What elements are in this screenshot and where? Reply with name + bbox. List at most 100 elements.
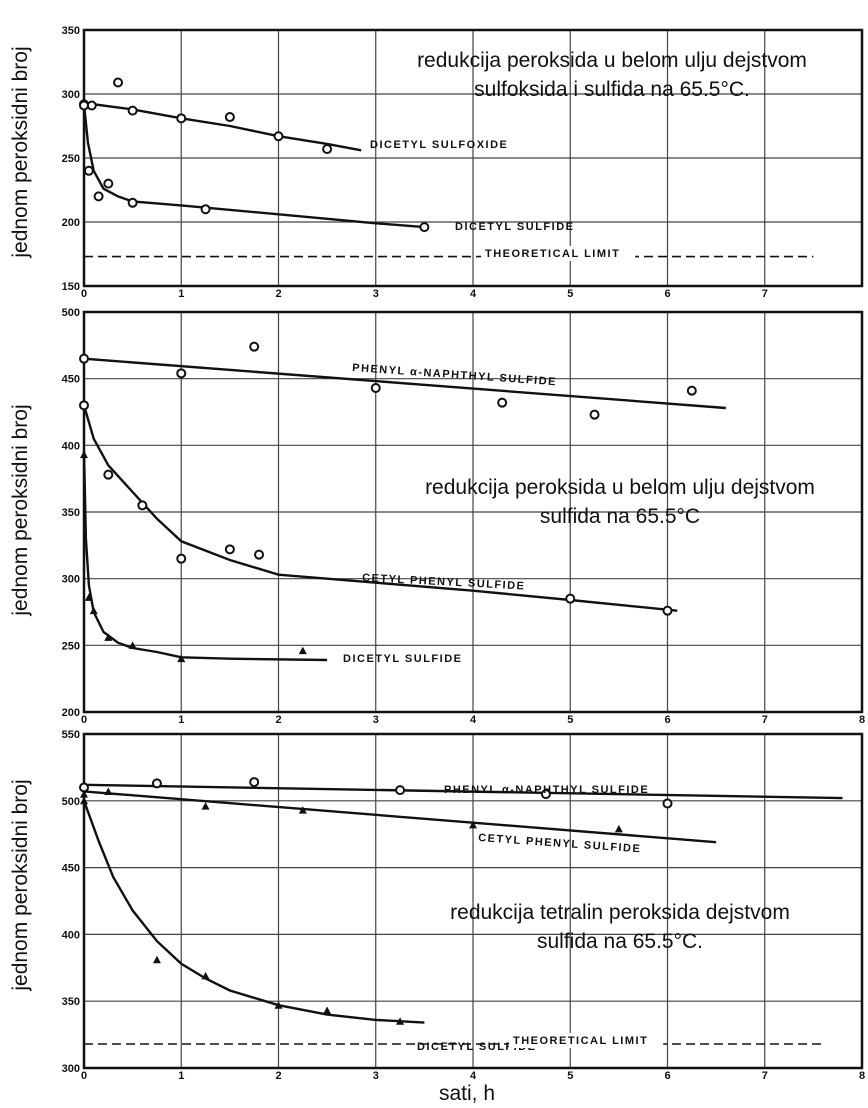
data-point [152, 955, 161, 964]
data-point [274, 1001, 283, 1009]
data-point [469, 820, 477, 829]
data-point [201, 971, 210, 980]
y-tick-label: 350 [62, 25, 80, 37]
x-tick-label: 4 [470, 714, 477, 726]
data-point [323, 1006, 332, 1015]
data-point [93, 191, 104, 202]
data-point [176, 368, 187, 379]
series-dicetyl-sulfide: DICETYL SULFIDE [80, 796, 535, 1053]
chart-title: redukcija tetralin peroksida dejstvom [450, 901, 790, 924]
data-point [419, 222, 430, 233]
series-dicetyl-sulfide: DICETYL SULFIDE [80, 450, 462, 665]
x-tick-label: 3 [373, 288, 379, 300]
data-point [151, 778, 162, 789]
y-tick-label: 250 [62, 153, 80, 165]
data-point [396, 1017, 405, 1025]
series-line [83, 101, 362, 152]
series-label: PHENYL α-NAPHTHYL SULFIDE [444, 784, 649, 796]
plot-frame [82, 732, 864, 1070]
data-point [224, 544, 235, 555]
data-point [662, 605, 673, 616]
x-tick-label: 4 [470, 288, 477, 300]
y-tick-label: 300 [62, 1063, 80, 1075]
x-tick-label: 7 [762, 288, 768, 300]
y-tick-label: 200 [62, 217, 80, 229]
series-line [82, 104, 425, 229]
y-tick-label: 550 [62, 729, 80, 741]
series-label: DICETYL SULFIDE [343, 653, 462, 665]
series-line [82, 451, 328, 662]
y-tick-label: 350 [62, 996, 80, 1008]
data-point [80, 790, 88, 798]
series-theoretical-limit: THEORETICAL LIMIT [84, 1033, 824, 1048]
chart-title: redukcija peroksida u belom ulju dejstvo… [417, 49, 807, 72]
chart-title: redukcija peroksida u belom ulju dejstvo… [425, 476, 815, 499]
data-point [322, 144, 333, 155]
series-label: THEORETICAL LIMIT [485, 248, 620, 260]
data-point [540, 789, 551, 800]
data-point [176, 113, 187, 124]
series-label: CETYL PHENYL SULFIDE [478, 832, 642, 855]
data-point [273, 131, 284, 142]
data-point [103, 469, 114, 480]
data-point [370, 383, 381, 393]
data-point [249, 341, 260, 352]
data-point [127, 197, 138, 208]
data-point [176, 553, 187, 564]
x-tick-label: 3 [373, 714, 379, 726]
x-tick-label: 6 [664, 288, 670, 300]
data-point [395, 785, 406, 796]
data-point [137, 500, 148, 511]
x-tick-label: 1 [178, 1070, 184, 1082]
data-point [79, 100, 89, 111]
data-point [103, 178, 114, 189]
x-tick-label: 2 [275, 714, 281, 726]
data-point [589, 409, 600, 420]
data-point [565, 593, 576, 604]
chart-title-line2: sulfoksida i sulfida na 65.5°C. [474, 78, 750, 101]
data-point [614, 824, 623, 833]
series-dicetyl-sulfide: DICETYL SULFIDE [79, 100, 573, 233]
plot-frame [82, 28, 864, 288]
data-point [497, 397, 508, 408]
series-theoretical-limit: THEORETICAL LIMIT [84, 246, 814, 261]
data-point [686, 385, 697, 396]
x-tick-label: 0 [81, 1070, 87, 1082]
y-axis-label: jednom peroksidni broj [9, 46, 32, 258]
series-cetyl-phenyl-sulfide: CETYL PHENYL SULFIDE [80, 787, 717, 855]
data-point [83, 165, 94, 176]
y-tick-label: 450 [62, 374, 80, 386]
series-line [82, 404, 678, 612]
data-point [104, 633, 113, 641]
x-tick-label: 7 [762, 714, 768, 726]
data-point [80, 450, 88, 459]
series-label-bg [509, 1033, 664, 1048]
y-tick-label: 500 [62, 307, 80, 319]
x-tick-label: 3 [373, 1070, 379, 1082]
x-tick-label: 7 [762, 1070, 768, 1082]
y-tick-label: 450 [62, 863, 80, 875]
x-tick-label: 2 [275, 288, 281, 300]
y-axis-label: jednom peroksidni broj [9, 779, 32, 991]
chart-panel-1: 0 1 2 3 4 5 6 7 150 200 250 300 350 jednom peroksidni… [9, 25, 864, 300]
x-tick-label: 2 [275, 1070, 281, 1082]
data-point [80, 796, 88, 805]
data-point [201, 802, 210, 810]
y-tick-label: 300 [62, 89, 80, 101]
series-dicetyl-sulfoxide: DICETYL SULFOXIDE [79, 77, 507, 155]
data-point [104, 787, 113, 795]
chart-panel-3: 0 1 2 3 4 5 6 7 8 300 350 400 450 500 550 jednom peroks… [9, 729, 865, 1105]
x-tick-label: 6 [664, 1070, 670, 1082]
series-label: THEORETICAL LIMIT [513, 1035, 648, 1047]
data-point [249, 777, 260, 788]
y-tick-label: 500 [62, 796, 80, 808]
series-line [82, 800, 425, 1024]
chart-title-line2: sulfida na 65.5°C [540, 505, 700, 528]
x-tick-label: 5 [567, 714, 573, 726]
plot-frame [82, 310, 864, 714]
data-point [84, 593, 93, 601]
y-tick-label: 300 [62, 574, 80, 586]
data-point [79, 400, 89, 411]
x-tick-label: 8 [859, 714, 865, 726]
series-line [83, 783, 843, 800]
